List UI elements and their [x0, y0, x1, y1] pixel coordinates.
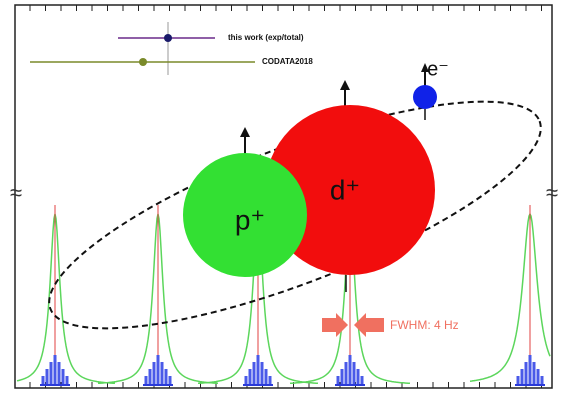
histogram-bar	[249, 369, 252, 385]
fwhm-label: FWHM: 4 Hz	[390, 318, 459, 332]
histogram-bar	[165, 369, 168, 385]
histogram-bar	[541, 376, 544, 385]
figure: ≈ ≈ p⁺ d⁺ e⁻ this work (exp/total) CODAT…	[0, 0, 561, 405]
fwhm-arrow	[322, 313, 348, 337]
spin-arrowhead	[240, 127, 250, 137]
histogram-bar	[50, 362, 53, 385]
histogram-bar	[361, 376, 364, 385]
proton-label: p⁺	[235, 204, 265, 235]
histogram-bar	[161, 362, 164, 385]
histogram-bar	[345, 362, 348, 385]
histogram-bar	[42, 376, 45, 385]
histogram-bar	[269, 376, 272, 385]
legend-label: CODATA2018	[262, 57, 313, 66]
histogram-bar	[529, 355, 532, 385]
histogram-bar	[521, 369, 524, 385]
legend-point	[164, 34, 172, 42]
histogram-bar	[517, 376, 520, 385]
legend-label: this work (exp/total)	[228, 33, 304, 42]
histogram-bar	[46, 369, 49, 385]
axis-break: ≈	[10, 180, 22, 205]
histogram-bar	[245, 376, 248, 385]
electron	[413, 85, 437, 109]
histogram-bar	[265, 369, 268, 385]
histogram-bar	[157, 355, 160, 385]
histogram-bar	[353, 362, 356, 385]
histogram-bar	[525, 362, 528, 385]
deuteron-label: d⁺	[330, 174, 360, 205]
histogram-bar	[533, 362, 536, 385]
histogram-bar	[149, 369, 152, 385]
histogram-bar	[153, 362, 156, 385]
histogram-bar	[537, 369, 540, 385]
histogram-bar	[341, 369, 344, 385]
electron-label: e⁻	[427, 58, 449, 80]
histogram-bar	[261, 362, 264, 385]
lorentzian-fit	[470, 214, 550, 381]
axis-break: ≈	[546, 180, 558, 205]
histogram-bar	[257, 355, 260, 385]
histogram-bar	[62, 369, 65, 385]
histogram-bar	[169, 376, 172, 385]
legend-point	[139, 58, 147, 66]
histogram-bar	[349, 355, 352, 385]
histogram-bar	[337, 376, 340, 385]
histogram-bar	[58, 362, 61, 385]
histogram-bar	[145, 376, 148, 385]
histogram-bar	[66, 376, 69, 385]
histogram-bar	[357, 369, 360, 385]
spin-arrowhead	[340, 80, 350, 90]
histogram-bar	[253, 362, 256, 385]
histogram-bar	[54, 355, 57, 385]
